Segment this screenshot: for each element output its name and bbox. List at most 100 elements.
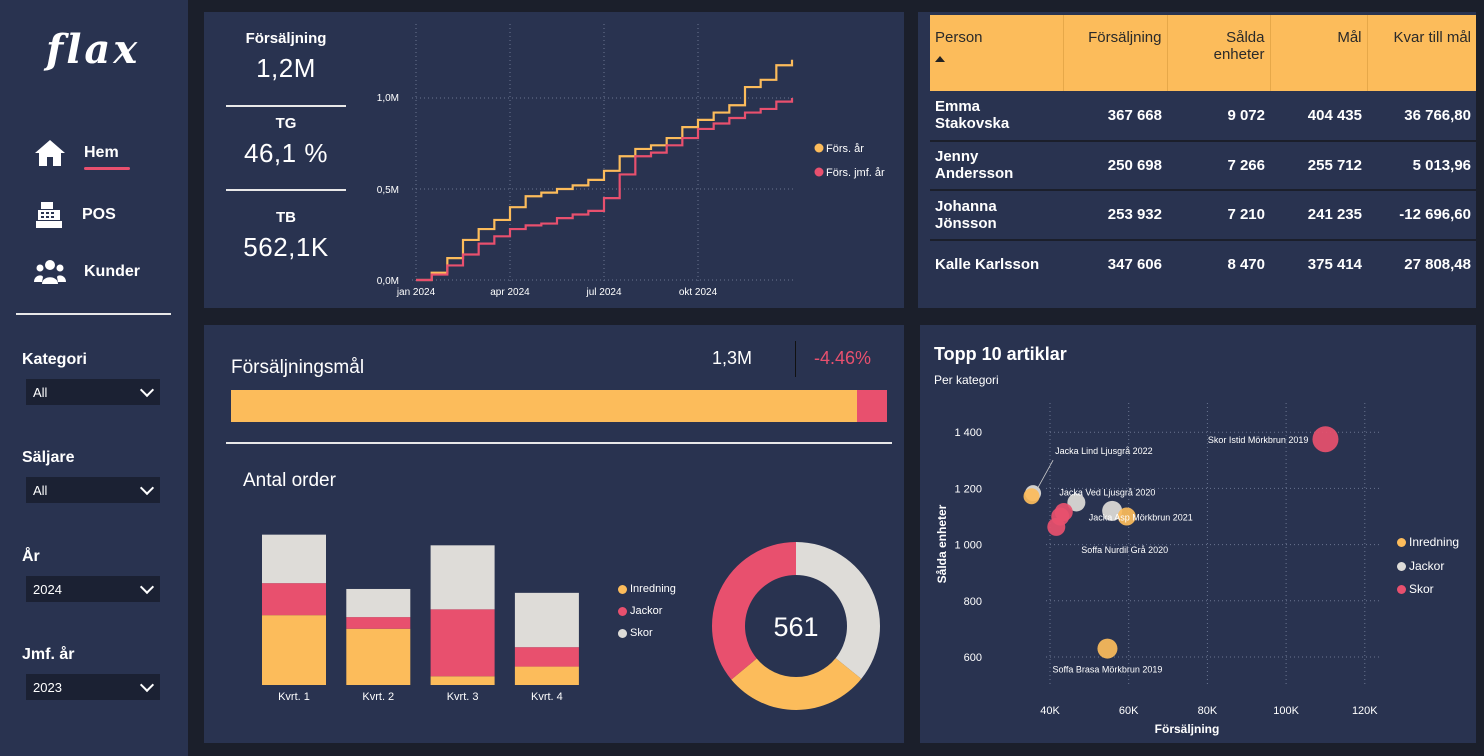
column-header-kvar-till-mal[interactable]: Kvar till mål xyxy=(1367,15,1476,91)
legend-item-jackor: Jackor xyxy=(1397,559,1444,573)
sales-line-chart: 0,0M 0,5M 1,0M jan 2024 apr 2024 jul 202… xyxy=(377,24,885,298)
table-cell: 8 470 xyxy=(1227,256,1265,274)
legend-dot-fors-ar xyxy=(814,143,824,153)
legend-label: Jackor xyxy=(630,605,663,617)
bar-segment-inredning xyxy=(262,615,326,685)
table-cell: Jenny Andersson xyxy=(930,140,1063,191)
bar-segment-jackor xyxy=(346,617,411,629)
series-line-frsr xyxy=(416,59,794,282)
kpi-tg: TG 46,1 % xyxy=(226,115,346,169)
table-cell: Johanna Jönsson xyxy=(930,190,1063,241)
legend-label: Inredning xyxy=(630,583,676,595)
y-axis-label: Sålda enheter xyxy=(935,504,949,583)
filter-select-saljare[interactable]: All xyxy=(26,477,160,503)
filter-select-jmf-ar[interactable]: 2023 xyxy=(26,674,160,700)
column-header-mal[interactable]: Mål xyxy=(1270,15,1368,91)
table-cell: 36 766,80 xyxy=(1367,91,1476,142)
bar-segment-inredning xyxy=(430,676,495,685)
sidebar: flax Hem POS Kunder Kategori All xyxy=(0,0,188,756)
person-table-panel: Person Försäljning Sålda enheter Mål Kva… xyxy=(918,12,1476,308)
scatter-point-jackor[interactable] xyxy=(1102,500,1123,521)
table-cell: 7 210 xyxy=(1167,190,1270,241)
nav-item-hem[interactable]: Hem xyxy=(34,138,119,168)
goal-divider xyxy=(226,442,892,444)
filter-value-saljare: All xyxy=(33,482,48,498)
donut-slice-inredning xyxy=(731,658,862,710)
legend-dot-fors-jmf-ar xyxy=(814,167,824,177)
filter-label-jmf-ar: Jmf. år xyxy=(22,646,75,663)
data-label: Soffa Brasa Mörkbrun 2019 xyxy=(1052,665,1162,675)
legend-dot xyxy=(618,606,627,616)
kpi-label: TB xyxy=(276,209,296,226)
x-axis-label: Försäljning xyxy=(1155,722,1220,736)
bar-segment-skor xyxy=(514,592,579,648)
table-cell: 253 932 xyxy=(1063,190,1167,241)
goal-deviation: -4.46% xyxy=(814,348,872,368)
kpi-label: TG xyxy=(275,115,297,132)
kpi-value: 562,1K xyxy=(243,232,329,262)
scatter-point-inredning[interactable] xyxy=(1023,488,1040,505)
scatter-point-inredning[interactable] xyxy=(1097,638,1118,659)
nav-item-kunder[interactable]: Kunder xyxy=(34,258,140,286)
legend-item-skor: Skor xyxy=(1397,582,1434,596)
bar-segment-skor xyxy=(262,534,326,584)
column-header-person[interactable]: Person xyxy=(930,15,1064,91)
x-tick-label: jul 2024 xyxy=(585,287,621,298)
legend-label-fors-jmf-ar: Förs. jmf. år xyxy=(826,167,885,179)
orders-title: Antal order xyxy=(243,470,336,491)
x-tick-label: 80K xyxy=(1198,705,1218,717)
column-header-salda-enheter[interactable]: Sålda enheter xyxy=(1167,15,1271,91)
person-table: Person Försäljning Sålda enheter Mål Kva… xyxy=(930,15,1476,289)
filter-value-ar: 2024 xyxy=(33,581,62,597)
bar-segment-inredning xyxy=(514,666,579,685)
table-cell: 7 266 xyxy=(1167,140,1270,191)
data-label: Jacka Ved Ljusgrå 2020 xyxy=(1059,487,1155,497)
scatter-point-jackor[interactable] xyxy=(1067,493,1086,512)
y-tick-label: 0,5M xyxy=(377,185,399,196)
sort-ascending-icon[interactable] xyxy=(935,56,945,62)
table-row[interactable]: Emma Stakovska 367 668 9 072 404 435 36 … xyxy=(930,91,1476,142)
x-tick-label: 40K xyxy=(1040,705,1060,717)
table-row[interactable]: Kalle Karlsson 347 606 8 470 375 414 27 … xyxy=(930,240,1476,290)
top10-scatter-chart: 600 800 1 000 1 200 1 400 40K 60K 80K 100K 120K Fö… xyxy=(935,403,1382,736)
bar-segment-jackor xyxy=(514,647,579,667)
filter-label-ar: År xyxy=(22,548,40,565)
legend-label: Skor xyxy=(1409,582,1434,596)
x-tick-label: apr 2024 xyxy=(490,287,530,298)
y-tick-label: 0,0M xyxy=(377,276,399,287)
x-tick-label: Kvrt. 4 xyxy=(531,691,563,703)
x-tick-label: okt 2024 xyxy=(679,287,718,298)
legend-item-jackor: Jackor xyxy=(618,605,662,617)
top10-title: Topp 10 artiklar xyxy=(934,344,1067,364)
goal-value: 1,3M xyxy=(712,348,753,368)
top10-subtitle: Per kategori xyxy=(934,373,999,387)
filter-value-kategori: All xyxy=(33,384,48,400)
kpi-value: 46,1 % xyxy=(244,138,328,168)
users-icon xyxy=(34,260,66,284)
x-tick-label: 120K xyxy=(1352,705,1378,717)
filter-select-kategori[interactable]: All xyxy=(26,379,160,405)
scatter-point-skor[interactable] xyxy=(1047,517,1066,536)
scatter-point-inredning[interactable] xyxy=(1117,507,1136,526)
filter-select-ar[interactable]: 2024 xyxy=(26,576,160,602)
bar-segment-skor xyxy=(430,545,495,610)
x-tick-label: jan 2024 xyxy=(396,287,436,298)
app-logo: flax xyxy=(46,26,141,73)
bar-segment-skor xyxy=(346,588,411,618)
nav-item-pos[interactable]: POS xyxy=(34,200,116,230)
y-tick-label: 1,0M xyxy=(377,93,399,104)
table-cell: 255 712 xyxy=(1270,140,1367,191)
legend-label: Skor xyxy=(630,627,653,639)
series-line-frsjmfr xyxy=(416,98,794,282)
legend-label: Jackor xyxy=(1409,559,1445,573)
legend-dot xyxy=(618,628,627,638)
data-label: Skor Istid Mörkbrun 2019 xyxy=(1208,435,1309,445)
table-row[interactable]: Jenny Andersson 250 698 7 266 255 712 5 … xyxy=(930,140,1476,191)
table-cell: Emma Stakovska xyxy=(930,91,1063,142)
column-header-forsaljning[interactable]: Försäljning xyxy=(1063,15,1168,91)
scatter-point-skor[interactable] xyxy=(1312,426,1339,453)
x-tick-label: Kvrt. 1 xyxy=(278,691,310,703)
legend-dot xyxy=(618,584,627,594)
table-row[interactable]: Johanna Jönsson 253 932 7 210 241 235 -1… xyxy=(930,190,1476,241)
nav-label-kunder: Kunder xyxy=(84,263,140,280)
